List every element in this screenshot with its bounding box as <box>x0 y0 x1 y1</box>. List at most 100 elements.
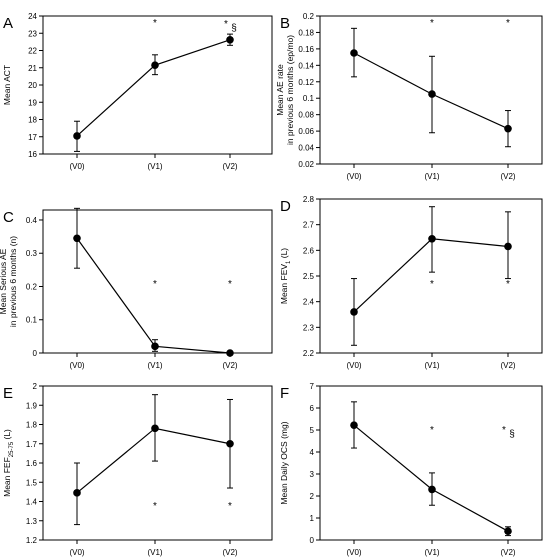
panel-a-ytick-label: 22 <box>28 47 37 56</box>
panel-d-significance: * <box>430 279 434 290</box>
panel-f-ytick-label: 6 <box>310 404 315 413</box>
panel-e-ytick-label: 1.8 <box>26 421 38 430</box>
panel-a-ytick-label: 24 <box>28 12 37 21</box>
panel-a-data-point <box>226 36 234 44</box>
panel-d-ytick-label: 2.7 <box>303 221 315 230</box>
panel-f-ytick-label: 2 <box>310 492 315 501</box>
panel-d-ytick-label: 2.8 <box>303 195 315 204</box>
panel-a-xtick-label: (V1) <box>147 162 162 171</box>
panel-e-xtick-label: (V1) <box>147 548 162 557</box>
panel-b-ytick-label: 0.18 <box>298 28 314 37</box>
panel-b-ytick-label: 0.14 <box>298 61 314 70</box>
panel-d-xtick-label: (V1) <box>424 361 439 370</box>
panel-f-ylabel: Mean Daily OCS (mg) <box>279 421 289 504</box>
panel-e-ytick-label: 1.3 <box>26 517 38 526</box>
panel-f-xtick-label: (V0) <box>346 548 361 557</box>
panel-c-ytick-label: 0.3 <box>26 249 38 258</box>
panel-a-significance: * <box>153 18 157 29</box>
panel-c-ytick-label: 0.1 <box>26 316 38 325</box>
panel-f-ytick-label: 7 <box>310 382 315 391</box>
panel-c-significance: * <box>153 279 157 290</box>
panel-b-ytick-label: 0.16 <box>298 45 314 54</box>
panel-d-data-point <box>504 242 512 251</box>
panel-b-xtick-label: (V1) <box>424 172 439 181</box>
panel-e-significance: * <box>228 501 232 512</box>
panel-d-xtick-label: (V0) <box>346 361 361 370</box>
panel-a-significance: § <box>231 23 237 34</box>
panel-a-ylabel: Mean ACT <box>2 65 12 105</box>
panel-e-ytick-label: 1.5 <box>26 478 38 487</box>
panel-b-ytick-label: 0.1 <box>303 94 315 103</box>
panel-a-significance: * <box>224 19 228 30</box>
panel-e-data-point <box>226 439 234 448</box>
panel-d-ytick-label: 2.5 <box>303 272 315 281</box>
panel-f-significance: * <box>502 425 506 436</box>
panel-c-xtick-label: (V1) <box>147 361 162 370</box>
panel-e-ytick-label: 1.4 <box>26 498 38 507</box>
panel-b-xtick-label: (V2) <box>500 172 515 181</box>
panel-c-series-line <box>76 237 231 354</box>
panel-b-letter: B <box>280 15 290 32</box>
panel-e-ytick-label: 2 <box>33 382 38 391</box>
panel-b-ytick-label: 0.12 <box>298 78 314 87</box>
panel-b-frame <box>319 15 543 165</box>
panel-a-ytick-label: 21 <box>28 64 37 73</box>
panel-d-significance: * <box>506 279 510 290</box>
panel-d-data-point <box>428 234 436 243</box>
panel-b-xtick-label: (V0) <box>346 172 361 181</box>
panel-f-ytick-label: 1 <box>310 514 315 523</box>
panel-e-ytick-label: 1.7 <box>26 440 38 449</box>
panel-f-data-point <box>504 527 512 535</box>
panel-b-ytick-label: 0.02 <box>298 160 314 169</box>
panel-e-xtick-label: (V2) <box>222 548 237 557</box>
panel-e-data-point <box>151 424 159 433</box>
panel-e-letter: E <box>3 385 13 402</box>
panel-d-ytick-label: 2.4 <box>303 298 315 307</box>
panel-a-ytick-label: 18 <box>28 116 37 125</box>
panel-a-ytick-label: 16 <box>28 150 37 159</box>
panel-f-ytick-label: 3 <box>310 470 315 479</box>
panel-e-significance: * <box>153 501 157 512</box>
panel-f-letter: F <box>280 385 289 402</box>
panel-f-xtick-label: (V1) <box>424 548 439 557</box>
panel-c-significance: * <box>228 279 232 290</box>
panel-d-ytick-label: 2.6 <box>303 246 315 255</box>
panel-d-data-point <box>350 308 358 316</box>
panel-d-ytick-label: 2.2 <box>303 349 315 358</box>
panel-d-series-line <box>353 238 509 313</box>
panel-f-series-line <box>353 424 509 532</box>
panel-d-frame <box>319 198 543 354</box>
panel-c-data-point <box>73 234 81 243</box>
panel-e-xtick-label: (V0) <box>69 548 84 557</box>
panel-b-data-point <box>428 90 436 98</box>
panel-a-ytick-label: 19 <box>28 98 37 107</box>
panel-c-ylabel: Mean Serious AEin previous 6 months (n) <box>0 236 18 327</box>
panel-a-series-line <box>76 39 231 137</box>
panel-b-ytick-label: 0.06 <box>298 127 314 136</box>
panel-b-significance: * <box>506 18 510 29</box>
panel-f-xtick-label: (V2) <box>500 548 515 557</box>
panel-a-data-point <box>73 132 81 140</box>
panel-e-ytick-label: 1.2 <box>26 536 38 545</box>
panel-a-data-point <box>151 61 159 69</box>
panel-c-letter: C <box>3 209 14 226</box>
panel-f-ytick-label: 5 <box>310 426 315 435</box>
panel-e-ytick-label: 1.9 <box>26 401 38 410</box>
panel-e-ytick-label: 1.6 <box>26 459 38 468</box>
panel-c-data-point <box>226 349 234 357</box>
panel-f-data-point <box>428 485 436 494</box>
panel-f-ytick-label: 4 <box>310 448 315 457</box>
panel-a-xtick-label: (V0) <box>69 162 84 171</box>
panel-f-data-point <box>350 421 358 429</box>
panel-c-frame <box>42 209 273 354</box>
panel-c-data-point <box>151 342 159 351</box>
panel-d-ylabel: Mean FEV1 (L) <box>279 248 292 304</box>
panel-b-ytick-label: 0.2 <box>303 12 315 21</box>
panel-e-ylabel: Mean FEF25-75 (L) <box>2 429 15 497</box>
panel-c-ytick-label: 0.4 <box>26 216 38 225</box>
panel-a-ytick-label: 20 <box>28 81 37 90</box>
panel-f-ytick-label: 0 <box>310 536 315 545</box>
panel-b-ytick-label: 0.04 <box>298 144 314 153</box>
panel-a-ytick-label: 23 <box>28 29 37 38</box>
panel-a-letter: A <box>3 15 13 32</box>
